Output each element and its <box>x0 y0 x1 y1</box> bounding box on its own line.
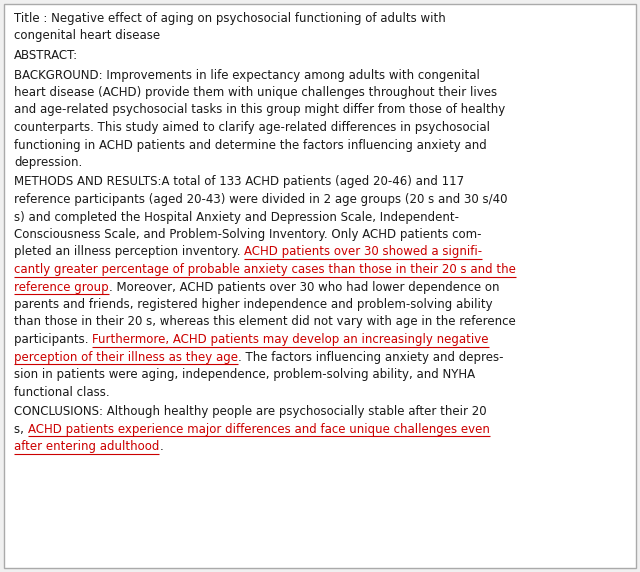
Text: Furthermore, ACHD patients may develop an increasingly negative: Furthermore, ACHD patients may develop a… <box>92 333 489 346</box>
Text: ACHD patients experience major differences and face unique challenges even: ACHD patients experience major differenc… <box>28 423 490 435</box>
FancyBboxPatch shape <box>4 4 636 568</box>
Text: pleted an illness perception inventory.: pleted an illness perception inventory. <box>14 245 244 259</box>
Text: counterparts. This study aimed to clarify age-related differences in psychosocia: counterparts. This study aimed to clarif… <box>14 121 490 134</box>
Text: sion in patients were aging, independence, problem-solving ability, and NYHA: sion in patients were aging, independenc… <box>14 368 475 381</box>
Text: s,: s, <box>14 423 28 435</box>
Text: s) and completed the Hospital Anxiety and Depression Scale, Independent-: s) and completed the Hospital Anxiety an… <box>14 210 459 224</box>
Text: BACKGROUND: Improvements in life expectancy among adults with congenital: BACKGROUND: Improvements in life expecta… <box>14 69 480 81</box>
Text: reference participants (aged 20-43) were divided in 2 age groups (20 s and 30 s/: reference participants (aged 20-43) were… <box>14 193 508 206</box>
Text: reference group: reference group <box>14 280 109 293</box>
Text: . Moreover, ACHD patients over 30 who had lower dependence on: . Moreover, ACHD patients over 30 who ha… <box>109 280 499 293</box>
Text: congenital heart disease: congenital heart disease <box>14 30 160 42</box>
Text: functioning in ACHD patients and determine the factors influencing anxiety and: functioning in ACHD patients and determi… <box>14 138 487 152</box>
Text: and age-related psychosocial tasks in this group might differ from those of heal: and age-related psychosocial tasks in th… <box>14 104 505 117</box>
Text: .: . <box>159 440 163 453</box>
Text: METHODS AND RESULTS:A total of 133 ACHD patients (aged 20-46) and 117: METHODS AND RESULTS:A total of 133 ACHD … <box>14 176 464 189</box>
Text: after entering adulthood: after entering adulthood <box>14 440 159 453</box>
Text: perception of their illness as they age: perception of their illness as they age <box>14 351 238 363</box>
Text: parents and friends, registered higher independence and problem-solving ability: parents and friends, registered higher i… <box>14 298 493 311</box>
Text: ABSTRACT:: ABSTRACT: <box>14 49 78 62</box>
Text: Consciousness Scale, and Problem-Solving Inventory. Only ACHD patients com-: Consciousness Scale, and Problem-Solving… <box>14 228 481 241</box>
Text: cantly greater percentage of probable anxiety cases than those in their 20 s and: cantly greater percentage of probable an… <box>14 263 516 276</box>
Text: participants.: participants. <box>14 333 92 346</box>
Text: CONCLUSIONS: Although healthy people are psychosocially stable after their 20: CONCLUSIONS: Although healthy people are… <box>14 405 486 418</box>
Text: than those in their 20 s, whereas this element did not vary with age in the refe: than those in their 20 s, whereas this e… <box>14 316 516 328</box>
Text: . The factors influencing anxiety and depres-: . The factors influencing anxiety and de… <box>238 351 504 363</box>
Text: depression.: depression. <box>14 156 83 169</box>
Text: ACHD patients over 30 showed a signifi-: ACHD patients over 30 showed a signifi- <box>244 245 483 259</box>
Text: heart disease (ACHD) provide them with unique challenges throughout their lives: heart disease (ACHD) provide them with u… <box>14 86 497 99</box>
Text: functional class.: functional class. <box>14 386 109 399</box>
Text: Title : Negative effect of aging on psychosocial functioning of adults with: Title : Negative effect of aging on psyc… <box>14 12 445 25</box>
